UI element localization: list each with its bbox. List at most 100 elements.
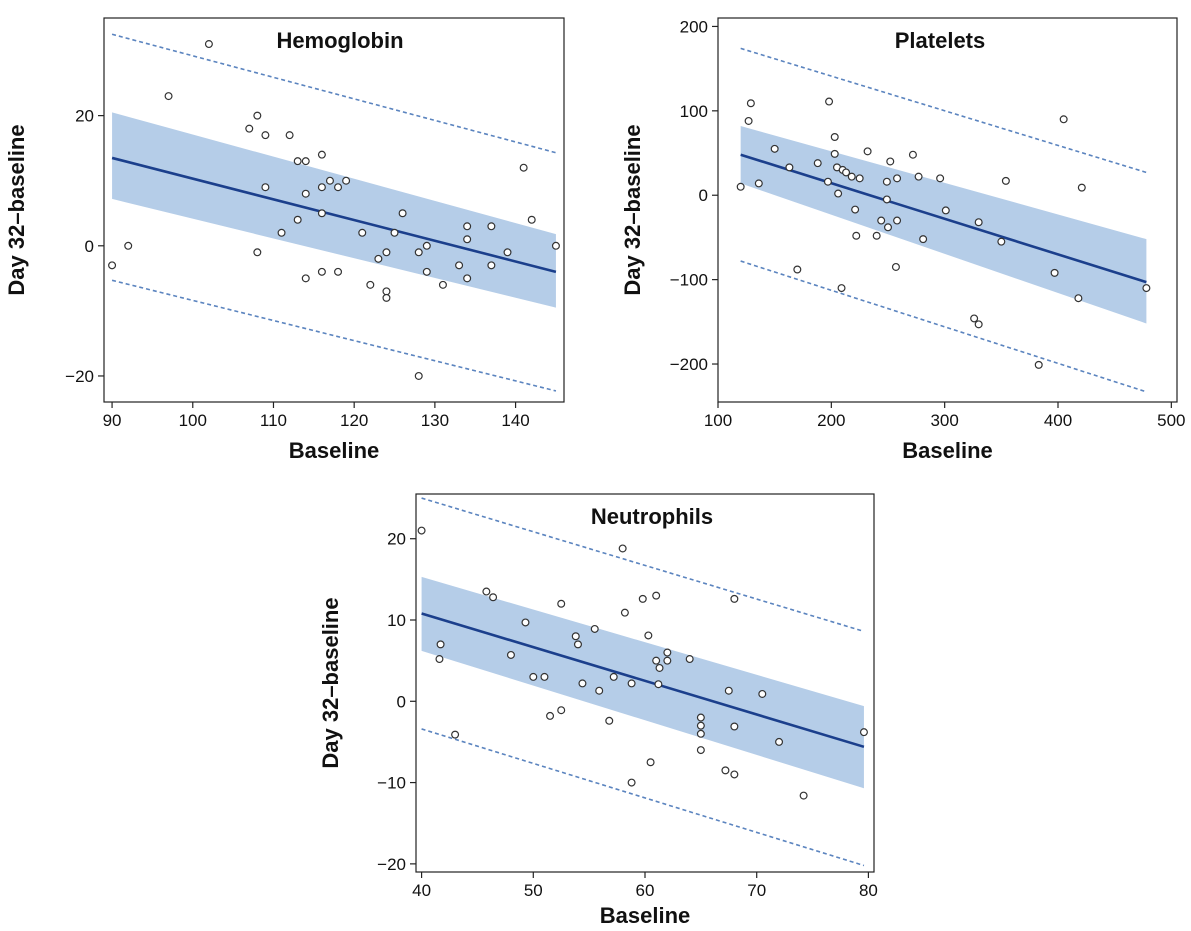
hemoglobin-point <box>366 280 375 289</box>
platelets-point <box>936 174 945 183</box>
neutrophils-point <box>799 791 808 800</box>
hemoglobin-point <box>293 157 302 166</box>
platelets-y-tick-label: 200 <box>680 17 708 36</box>
hemoglobin-point <box>527 215 536 224</box>
hemoglobin-point <box>317 150 326 159</box>
neutrophils-point <box>652 656 661 665</box>
neutrophils-point <box>730 722 739 731</box>
hemoglobin-point <box>204 40 213 49</box>
neutrophils-panel: 40 50 60 70 80 −20 −10 0 10 20 Neutrophils Baseline… <box>318 493 878 928</box>
hemoglobin-point <box>293 215 302 224</box>
hemoglobin-point <box>253 248 262 257</box>
neutrophils-point <box>436 640 445 649</box>
neutrophils-point <box>730 594 739 603</box>
hemoglobin-point <box>108 261 117 270</box>
platelets-point <box>886 157 895 166</box>
neutrophils-point <box>435 655 444 664</box>
platelets-point <box>882 195 891 204</box>
neutrophils-point <box>529 672 538 681</box>
hemoglobin-point <box>301 157 310 166</box>
hemoglobin-x-tick-label: 140 <box>501 411 529 430</box>
neutrophils-point <box>557 599 566 608</box>
hemoglobin-x-tick-label: 110 <box>260 411 287 430</box>
hemoglobin-plot-frame <box>103 17 565 403</box>
hemoglobin-point <box>261 183 270 192</box>
hemoglobin-point <box>261 131 270 140</box>
neutrophils-point <box>730 770 739 779</box>
neutrophils-point <box>696 721 705 730</box>
hemoglobin-point <box>487 222 496 231</box>
platelets-x-tick-label: 500 <box>1157 411 1185 430</box>
hemoglobin-point <box>124 241 133 250</box>
neutrophils-point <box>571 632 580 641</box>
neutrophils-point <box>721 766 730 775</box>
hemoglobin-point <box>382 248 391 257</box>
platelets-point <box>825 97 834 106</box>
neutrophils-x-tick-label: 70 <box>747 881 766 900</box>
neutrophils-y-tick-label: −10 <box>377 774 406 793</box>
platelets-point <box>941 206 950 215</box>
neutrophils-confidence-band <box>421 576 864 789</box>
platelets-y-tick-label: 100 <box>680 102 708 121</box>
neutrophils-point <box>540 672 549 681</box>
platelets-plot-frame <box>717 17 1178 403</box>
platelets-point <box>974 320 983 329</box>
platelets-point <box>1050 268 1059 277</box>
platelets-point <box>837 284 846 293</box>
platelets-point <box>834 189 843 198</box>
neutrophils-prediction-upper-line <box>421 497 865 633</box>
hemoglobin-point <box>414 371 423 380</box>
platelets-x-axis-label: Baseline <box>902 438 993 463</box>
hemoglobin-x-tick-label: 130 <box>421 411 449 430</box>
hemoglobin-point <box>374 254 383 263</box>
neutrophils-point <box>557 706 566 715</box>
hemoglobin-point <box>342 176 351 185</box>
hemoglobin-point <box>301 189 310 198</box>
neutrophils-x-tick-label: 60 <box>636 881 655 900</box>
hemoglobin-prediction-lower-line <box>111 279 557 392</box>
platelets-y-tick-label: −200 <box>670 355 708 374</box>
neutrophils-point <box>654 680 663 689</box>
platelets-point <box>1074 294 1083 303</box>
platelets-point <box>1077 183 1086 192</box>
hemoglobin-point <box>277 228 286 237</box>
hemoglobin-point <box>463 222 472 231</box>
platelets-point <box>736 182 745 191</box>
neutrophils-point <box>609 672 618 681</box>
neutrophils-point <box>620 608 629 617</box>
hemoglobin-point <box>414 248 423 257</box>
hemoglobin-point <box>164 92 173 101</box>
hemoglobin-point <box>382 287 391 296</box>
platelets-prediction-upper-line <box>740 47 1147 174</box>
neutrophils-point <box>685 655 694 664</box>
neutrophils-point <box>489 593 498 602</box>
hemoglobin-point <box>463 235 472 244</box>
hemoglobin-point <box>325 176 334 185</box>
hemoglobin-y-tick-label: 0 <box>85 237 94 256</box>
neutrophils-point <box>417 526 426 535</box>
hemoglobin-point <box>422 241 431 250</box>
neutrophils-y-tick-label: −20 <box>377 855 406 874</box>
platelets-point <box>1059 115 1068 124</box>
neutrophils-x-tick-label: 80 <box>859 881 878 900</box>
platelets-title: Platelets <box>895 28 986 53</box>
platelets-point <box>883 223 892 232</box>
neutrophils-point <box>696 746 705 755</box>
hemoglobin-y-axis-label: Day 32–baseline <box>4 124 29 295</box>
hemoglobin-panel: 90 100 110 120 130 140 −20 0 20 Hemoglobin Baselin… <box>4 17 565 463</box>
neutrophils-point <box>696 713 705 722</box>
hemoglobin-point <box>519 163 528 172</box>
neutrophils-point <box>506 650 515 659</box>
platelets-point <box>851 205 860 214</box>
neutrophils-point <box>578 679 587 688</box>
neutrophils-y-axis-label: Day 32–baseline <box>318 597 343 768</box>
neutrophils-title: Neutrophils <box>591 504 713 529</box>
neutrophils-x-tick-label: 50 <box>524 881 543 900</box>
platelets-point <box>830 132 839 141</box>
neutrophils-y-tick-label: 20 <box>387 530 406 549</box>
hemoglobin-x-tick-label: 100 <box>179 411 207 430</box>
neutrophils-point <box>644 631 653 640</box>
neutrophils-y-tick-label: 10 <box>387 611 406 630</box>
neutrophils-point <box>638 594 647 603</box>
